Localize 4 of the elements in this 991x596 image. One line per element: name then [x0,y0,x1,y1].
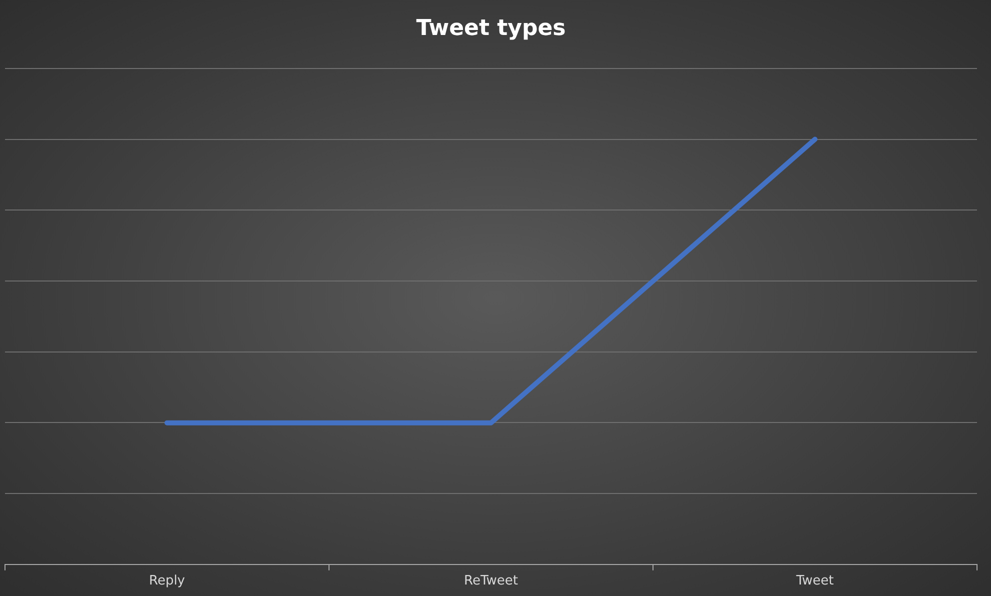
x-tick-label: Tweet [795,574,834,589]
chart-title: Tweet types [416,16,566,41]
x-tick-label: Reply [148,574,186,589]
x-tick-label: ReTweet [464,574,518,589]
